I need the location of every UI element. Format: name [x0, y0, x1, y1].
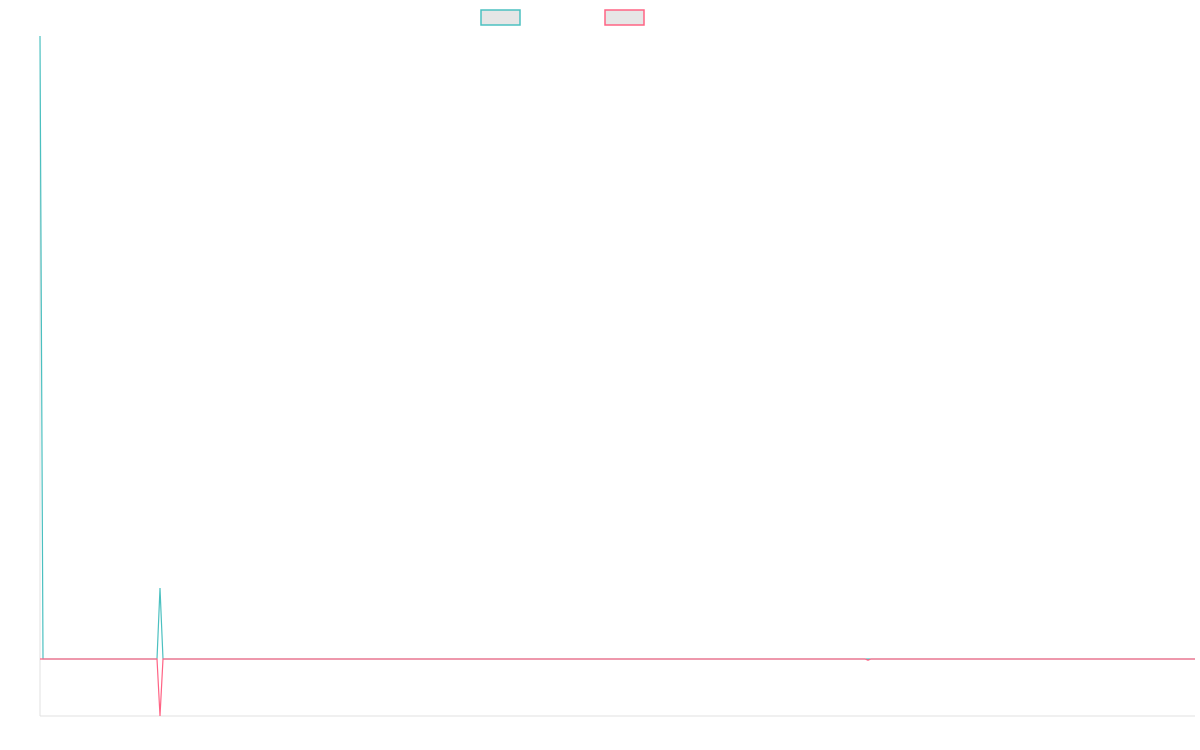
legend-swatch-2: [604, 9, 645, 26]
legend-swatch-1: [480, 9, 521, 26]
series-line-1: [39, 35, 1195, 660]
axes: [39, 36, 1195, 717]
legend: [480, 9, 645, 26]
series-layer: [39, 35, 1195, 717]
series-line-2: [40, 658, 1195, 717]
